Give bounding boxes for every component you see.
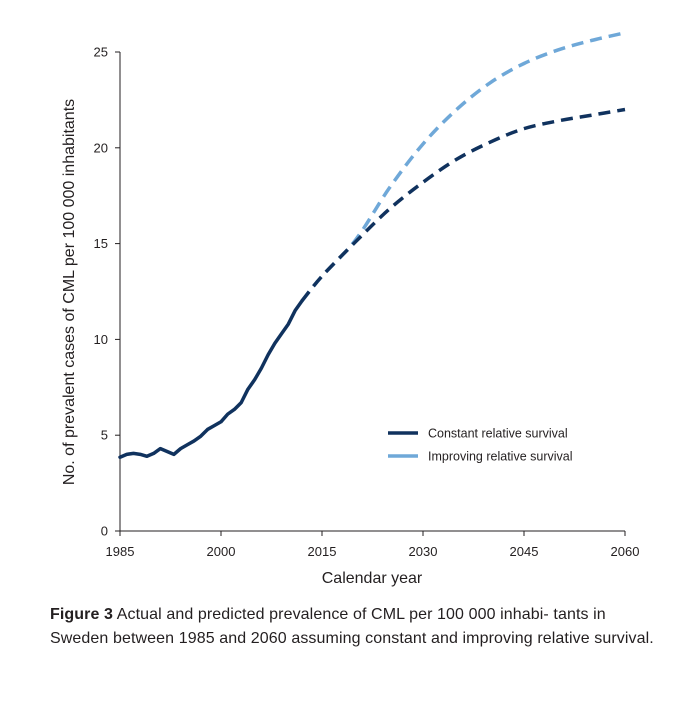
series-line-constant xyxy=(300,107,626,303)
y-tick-label: 0 xyxy=(101,524,108,539)
series-line-actual xyxy=(118,299,304,459)
y-tick-label: 5 xyxy=(101,428,108,443)
axes-group: 0 5 10 15 20 25 1985 2000 2015 2030 2045 2060 xyxy=(94,45,640,560)
prevalence-chart: 0 5 10 15 20 25 1985 2000 2015 2030 2045 2060 Const… xyxy=(61,31,640,587)
figure-label: Figure 3 xyxy=(50,606,114,623)
caption-text: Actual and predicted prevalence of CML p… xyxy=(50,606,654,647)
y-tick-label: 15 xyxy=(94,236,108,251)
figure-caption: Figure 3 Actual and predicted prevalence… xyxy=(50,603,660,651)
y-tick-label: 10 xyxy=(94,332,108,347)
y-tick-label: 20 xyxy=(94,140,108,155)
y-tick-label: 25 xyxy=(94,45,108,60)
x-tick-label: 2060 xyxy=(611,544,640,559)
x-tick-label: 1985 xyxy=(106,544,135,559)
x-tick-label: 2030 xyxy=(409,544,438,559)
series-group xyxy=(118,31,626,459)
legend-label-improving: Improving relative survival xyxy=(428,450,573,464)
x-tick-label: 2045 xyxy=(510,544,539,559)
x-axis-title: Calendar year xyxy=(322,570,423,587)
legend-label-constant: Constant relative survival xyxy=(428,427,568,441)
legend: Constant relative survival Improving rel… xyxy=(388,427,573,464)
x-tick-label: 2000 xyxy=(207,544,236,559)
x-tick-label: 2015 xyxy=(308,544,337,559)
series-line-improving xyxy=(300,31,626,303)
y-axis-title: No. of prevalent cases of CML per 100 00… xyxy=(61,99,78,485)
